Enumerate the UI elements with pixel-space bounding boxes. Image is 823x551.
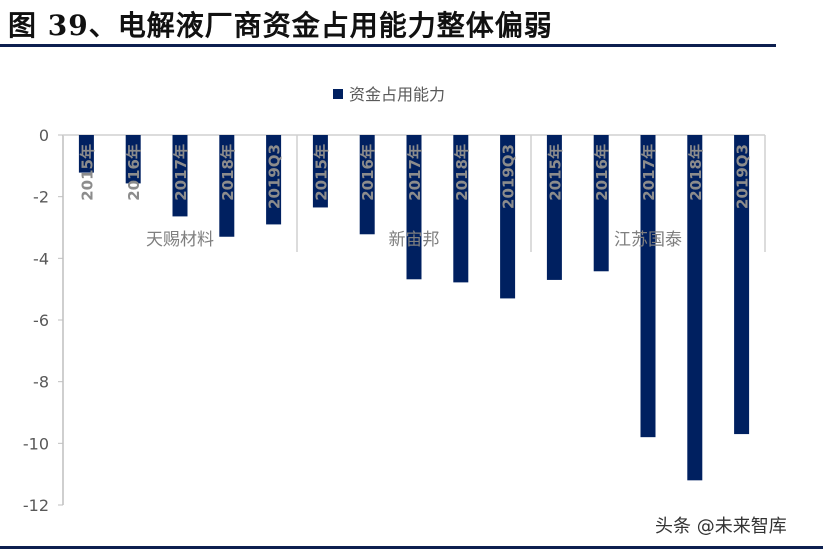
bar <box>172 135 188 217</box>
category-label: 2016年 <box>359 144 377 201</box>
legend-label: 资金占用能力 <box>349 85 445 104</box>
title-rule <box>0 44 776 47</box>
category-label: 2017年 <box>406 144 424 201</box>
bar <box>640 135 656 438</box>
bar <box>687 135 703 481</box>
category-label: 2018年 <box>219 144 237 201</box>
legend-swatch <box>333 89 343 99</box>
bar <box>359 135 375 235</box>
bar <box>453 135 469 283</box>
group-label: 天赐材料 <box>146 230 214 250</box>
figure-title: 图 39、电解液厂商资金占用能力整体偏弱 <box>8 9 553 42</box>
bar <box>546 135 562 280</box>
bar <box>125 135 141 184</box>
category-label: 2016年 <box>125 144 143 201</box>
y-tick-label: -6 <box>33 311 49 330</box>
y-tick-label: 0 <box>39 126 49 145</box>
category-label: 2017年 <box>172 144 190 201</box>
category-label: 2015年 <box>546 144 564 201</box>
bar <box>78 135 94 173</box>
y-tick-label: -12 <box>23 496 49 515</box>
y-tick-label: -8 <box>33 373 49 392</box>
y-tick-label: -2 <box>33 188 49 207</box>
category-label: 2015年 <box>78 144 96 201</box>
category-label: 2019Q3 <box>734 144 752 209</box>
y-tick-label: -10 <box>23 434 49 453</box>
category-label: 2019Q3 <box>266 144 284 209</box>
bar <box>312 135 328 208</box>
bar <box>593 135 609 272</box>
bottom-rule <box>0 546 823 549</box>
bar <box>266 135 282 225</box>
bar <box>406 135 422 280</box>
category-label: 2019Q3 <box>500 144 518 209</box>
category-label: 2016年 <box>593 144 611 201</box>
y-tick-label: -4 <box>33 249 49 268</box>
bar <box>500 135 516 299</box>
group-label: 新宙邦 <box>389 230 440 250</box>
category-label: 2017年 <box>640 144 658 201</box>
bar <box>219 135 235 237</box>
category-label: 2015年 <box>312 144 330 201</box>
category-label: 2018年 <box>453 144 471 201</box>
bar <box>734 135 750 435</box>
category-label: 2018年 <box>687 144 705 201</box>
group-label: 江苏国泰 <box>614 230 682 250</box>
watermark: 头条 @未来智库 <box>655 516 787 537</box>
